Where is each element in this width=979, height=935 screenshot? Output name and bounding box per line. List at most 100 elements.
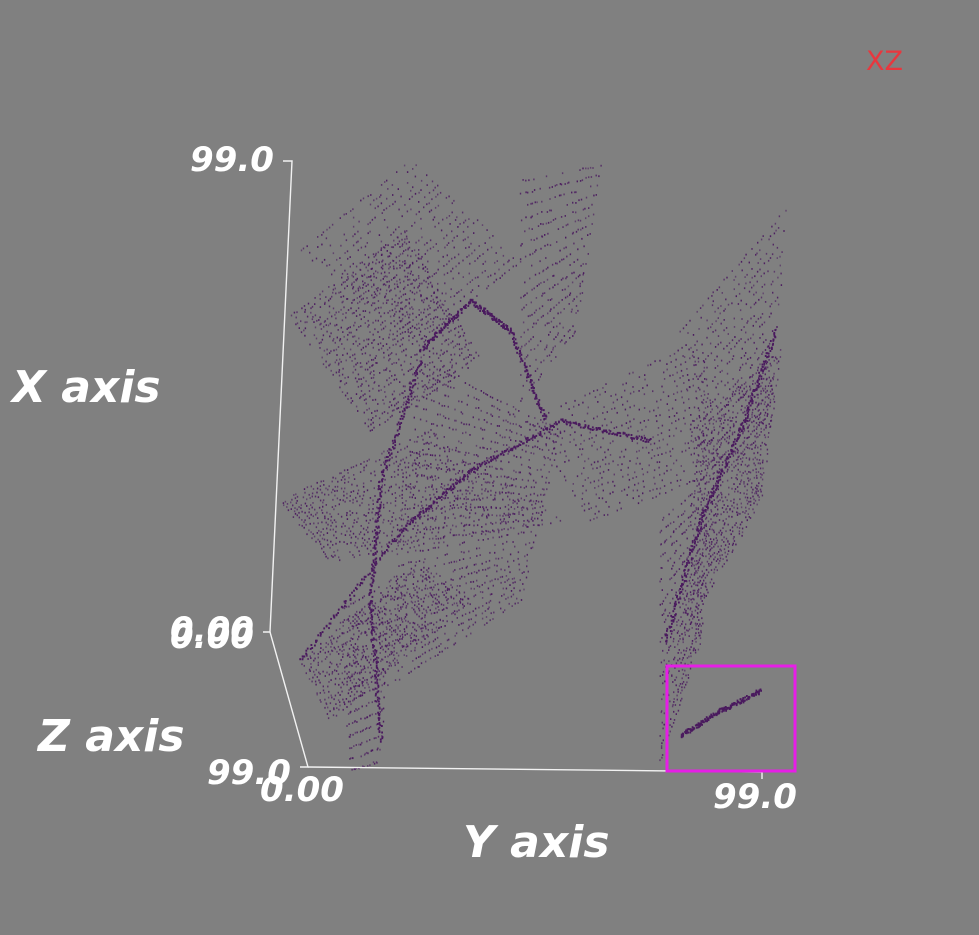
cloud-point — [724, 308, 726, 310]
cloud-point — [411, 291, 414, 294]
cloud-point — [471, 499, 473, 502]
cloud-point — [756, 347, 758, 350]
cloud-point — [411, 225, 413, 227]
cloud-point — [720, 456, 722, 459]
cloud-point — [331, 671, 334, 673]
cloud-point — [444, 462, 447, 465]
cloud-point — [396, 578, 399, 581]
cloud-point — [697, 435, 699, 438]
cloud-point — [387, 244, 389, 247]
cloud-point — [703, 411, 705, 414]
cloud-point — [709, 443, 711, 445]
cloud-point — [314, 657, 316, 660]
cloud-point — [420, 508, 422, 510]
cloud-point — [762, 389, 765, 392]
cloud-point — [390, 652, 393, 655]
cloud-point — [529, 253, 531, 256]
cloud-point — [652, 497, 654, 499]
cloud-point — [530, 216, 532, 219]
cloud-point — [446, 524, 448, 527]
cloud-point — [490, 447, 492, 450]
cloud-point — [484, 610, 487, 612]
cloud-point — [350, 536, 353, 539]
cloud-point — [470, 471, 472, 473]
cloud-point — [762, 351, 764, 354]
cloud-point — [753, 284, 755, 287]
cloud-point — [381, 484, 384, 487]
cloud-point — [404, 204, 406, 206]
cloud-point — [360, 378, 362, 380]
cloud-point — [649, 410, 651, 413]
cloud-point — [704, 544, 706, 547]
cloud-point — [453, 236, 455, 239]
cloud-point — [394, 404, 396, 407]
cloud-point — [384, 656, 386, 658]
cloud-point — [334, 477, 337, 480]
cloud-point — [448, 562, 450, 564]
cloud-point — [505, 429, 508, 431]
cloud-point — [413, 335, 416, 337]
cloud-point — [775, 229, 777, 232]
cloud-point — [378, 261, 380, 264]
cloud-point — [330, 350, 332, 353]
cloud-point — [464, 346, 466, 348]
cloud-point — [540, 419, 542, 421]
cloud-point — [531, 383, 534, 386]
cloud-point — [337, 346, 340, 348]
cloud-point — [556, 262, 558, 265]
cloud-point — [694, 517, 697, 520]
cloud-point — [509, 584, 511, 586]
cloud-point — [712, 466, 714, 469]
cloud-point — [500, 568, 502, 571]
cloud-point — [712, 300, 714, 303]
cloud-point — [408, 316, 410, 319]
cloud-point — [431, 180, 434, 183]
cloud-point — [444, 488, 446, 491]
cloud-point — [390, 543, 393, 545]
cloud-point — [575, 202, 577, 204]
cloud-point — [327, 643, 329, 646]
cloud-point — [391, 550, 393, 553]
cloud-point — [434, 519, 436, 522]
cloud-point — [403, 373, 405, 376]
cloud-point — [755, 320, 757, 323]
cloud-point — [465, 461, 467, 464]
cloud-point — [394, 629, 397, 631]
cloud-point — [423, 373, 425, 376]
cloud-point — [424, 328, 426, 330]
cloud-point — [421, 361, 423, 364]
cloud-point — [396, 575, 398, 578]
cloud-point — [300, 249, 303, 252]
cloud-point — [455, 362, 457, 365]
cloud-point — [404, 461, 406, 464]
cloud-point — [391, 651, 394, 654]
cloud-point — [519, 258, 522, 261]
cloud-point — [695, 447, 698, 449]
cloud-point — [415, 164, 417, 167]
cloud-point — [556, 241, 558, 243]
cloud-point — [301, 510, 303, 513]
cloud-point — [694, 344, 696, 346]
cloud-point — [711, 432, 713, 434]
cloud-point — [416, 532, 418, 534]
cloud-point — [348, 331, 351, 334]
cloud-point — [568, 303, 570, 305]
cloud-point — [520, 434, 522, 436]
cloud-point — [382, 264, 384, 267]
cloud-point — [413, 416, 415, 419]
cloud-point — [468, 218, 470, 220]
cloud-point — [407, 573, 409, 576]
cloud-point — [706, 494, 708, 497]
cloud-point — [540, 493, 542, 496]
cloud-point — [651, 449, 653, 451]
cloud-point — [569, 264, 571, 266]
cloud-point — [325, 642, 327, 644]
cloud-point — [534, 201, 536, 204]
cloud-point — [531, 191, 534, 193]
cloud-point — [353, 292, 355, 295]
cloud-point — [407, 516, 409, 518]
cloud-point — [330, 554, 333, 557]
cloud-point — [405, 488, 408, 491]
cloud-point — [342, 653, 344, 656]
